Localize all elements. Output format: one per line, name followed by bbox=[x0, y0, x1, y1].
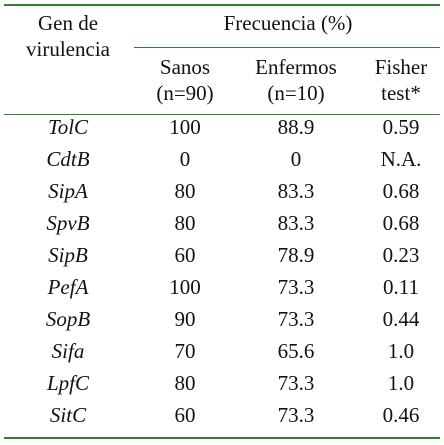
table-row-enfermos: 0 bbox=[290, 147, 302, 171]
header-fisher-line1: Fisher bbox=[374, 55, 428, 79]
table-row-sanos: 80 bbox=[174, 371, 196, 395]
header-fisher-line2: test* bbox=[381, 81, 421, 105]
table-row-fisher: 0.68 bbox=[382, 179, 420, 203]
table-row-gene: CdtB bbox=[46, 147, 90, 171]
table-row-gene: PefA bbox=[47, 275, 89, 299]
table-row-fisher: 1.0 bbox=[387, 339, 415, 363]
table-row-sanos: 60 bbox=[174, 243, 196, 267]
table-row-sanos: 90 bbox=[174, 307, 196, 331]
table-row-gene: SitC bbox=[49, 403, 87, 427]
table-row-fisher: N.A. bbox=[380, 147, 422, 171]
header-bottom-rule bbox=[4, 114, 440, 115]
table-row-fisher: 1.0 bbox=[387, 371, 415, 395]
table-row-gene: SipA bbox=[48, 179, 88, 203]
table-row-fisher: 0.59 bbox=[382, 115, 420, 139]
table-row-enfermos: 83.3 bbox=[277, 179, 315, 203]
table-row-sanos: 100 bbox=[169, 115, 201, 139]
header-enfermos-line2: (n=10) bbox=[267, 81, 325, 105]
header-enfermos-line1: Enfermos bbox=[255, 55, 337, 79]
header-gene-line1: Gen de bbox=[37, 11, 99, 35]
table-row-enfermos: 88.9 bbox=[277, 115, 315, 139]
table-row-enfermos: 73.3 bbox=[277, 275, 315, 299]
table-row-gene: SipB bbox=[48, 243, 88, 267]
group-header-rule bbox=[134, 47, 440, 48]
table-row-enfermos: 65.6 bbox=[277, 339, 315, 363]
table-row-fisher: 0.11 bbox=[383, 275, 419, 299]
table-row-sanos: 0 bbox=[179, 147, 191, 171]
table-top-rule bbox=[4, 4, 440, 6]
table-row-gene: SpvB bbox=[46, 211, 90, 235]
table-row-enfermos: 73.3 bbox=[277, 307, 315, 331]
table-row-sanos: 80 bbox=[174, 211, 196, 235]
header-sanos-line1: Sanos bbox=[159, 55, 211, 79]
table-row-fisher: 0.46 bbox=[382, 403, 420, 427]
table-row-enfermos: 73.3 bbox=[277, 403, 315, 427]
header-gene-line2: virulencia bbox=[26, 37, 110, 61]
table-row-fisher: 0.23 bbox=[382, 243, 420, 267]
table-row-enfermos: 78.9 bbox=[277, 243, 315, 267]
table-row-gene: LpfC bbox=[46, 371, 90, 395]
table-row-sanos: 70 bbox=[174, 339, 196, 363]
header-sanos-line2: (n=90) bbox=[156, 81, 214, 105]
table-row-gene: SopB bbox=[45, 307, 91, 331]
table-row-sanos: 80 bbox=[174, 179, 196, 203]
table-bottom-rule bbox=[4, 437, 440, 439]
table-row-gene: TolC bbox=[47, 115, 89, 139]
table-row-gene: Sifa bbox=[51, 339, 85, 363]
table-row-sanos: 60 bbox=[174, 403, 196, 427]
table-row-sanos: 100 bbox=[169, 275, 201, 299]
table-row-enfermos: 73.3 bbox=[277, 371, 315, 395]
table-row-fisher: 0.68 bbox=[382, 211, 420, 235]
table-row-fisher: 0.44 bbox=[382, 307, 420, 331]
header-group-title: Frecuencia (%) bbox=[223, 11, 353, 35]
table-row-enfermos: 83.3 bbox=[277, 211, 315, 235]
